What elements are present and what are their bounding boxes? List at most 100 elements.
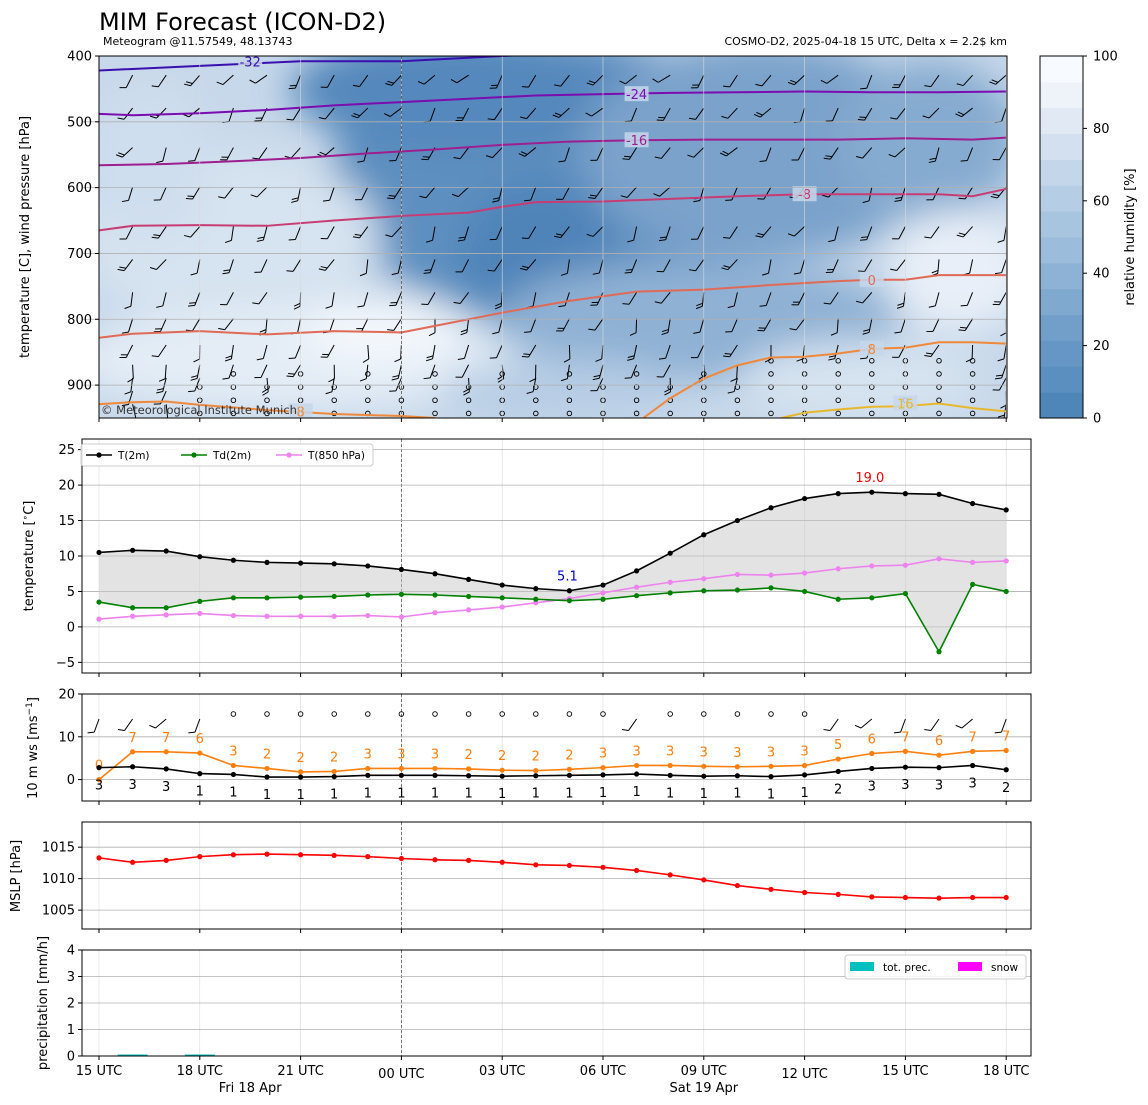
wind-value-label: 3 <box>128 778 136 793</box>
wind-barb <box>121 186 134 203</box>
mslp-point <box>902 894 909 901</box>
profile-y-tick-label: 400 <box>67 50 92 65</box>
wind-barb <box>857 107 873 121</box>
temperature-point <box>163 605 169 611</box>
wind-point <box>768 763 774 769</box>
wind-barb <box>188 718 201 734</box>
wind-value-label: 3 <box>700 745 708 760</box>
wind-barb <box>419 186 436 199</box>
wind-point <box>566 766 573 772</box>
wind-point <box>835 768 841 775</box>
wind-barb <box>286 107 302 121</box>
wind-point <box>331 774 337 780</box>
calm-wind-marker <box>398 711 405 717</box>
wind-value-label: 1 <box>498 787 506 802</box>
wind-barb <box>862 318 873 335</box>
temperature-line-Td(2m) <box>98 583 1007 654</box>
wind-barb <box>658 226 671 242</box>
colorbar-step <box>1040 81 1083 109</box>
wind-value-label: 7 <box>162 731 170 746</box>
temperature-point <box>499 582 505 588</box>
wind-barb <box>153 186 167 201</box>
wind-value-label: 1 <box>599 786 607 801</box>
wind-barb <box>391 364 402 381</box>
wind-value-label: 2 <box>834 782 842 797</box>
calm-wind-marker <box>936 358 942 364</box>
mslp-point <box>96 855 102 861</box>
wind-barb <box>622 292 638 305</box>
x-tick-label: 09 UTC <box>681 1064 727 1079</box>
wind-barb <box>588 186 604 200</box>
legend-swatch <box>958 962 982 971</box>
colorbar-step <box>1040 211 1083 238</box>
mslp-grid <box>82 822 1031 929</box>
colorbar-step <box>1040 314 1083 341</box>
temperature-point <box>802 588 808 595</box>
mslp-point <box>701 877 707 883</box>
mslp-point <box>734 882 741 889</box>
wind-point <box>96 765 102 771</box>
temperature-line-T(2m) <box>98 491 1007 592</box>
wind-barb <box>451 186 469 198</box>
legend-marker <box>191 452 197 458</box>
wind-barb <box>190 259 201 276</box>
wind-point <box>499 773 505 779</box>
wind-barb <box>117 107 133 120</box>
wind-barb <box>457 226 470 242</box>
temperature-y-tick-label: 10 <box>58 550 75 565</box>
isotherm-label: -32 <box>240 55 261 70</box>
colorbar-step <box>1040 185 1083 212</box>
wind-value-label: 3 <box>935 779 943 794</box>
calm-wind-marker <box>801 711 808 717</box>
wind-value-label: 5 <box>834 738 842 753</box>
wind-barb <box>956 74 973 87</box>
wind-value-label: 2 <box>263 747 271 762</box>
wind-barb <box>218 186 234 199</box>
wind-barb <box>352 74 369 87</box>
wind-point <box>667 762 673 769</box>
wind-barb <box>958 186 974 200</box>
wind-value-label: 7 <box>128 731 136 746</box>
calm-wind-marker <box>432 397 438 404</box>
wind-barb <box>924 226 940 239</box>
wind-barb <box>224 344 234 362</box>
wind-point <box>936 752 942 758</box>
wind-point <box>432 765 438 772</box>
calm-wind-marker <box>633 371 640 377</box>
wind-barb <box>719 147 738 157</box>
wind-barb <box>624 259 638 274</box>
wind-barb <box>723 344 738 358</box>
wind-barb <box>351 107 369 119</box>
copyright-note: © Meteorological Institute Munich <box>101 403 297 417</box>
wind-point <box>734 773 741 779</box>
wind-barb <box>888 147 906 158</box>
mslp-point <box>466 857 472 863</box>
wind-value-label: 6 <box>196 732 204 747</box>
wind-barb <box>992 147 1007 161</box>
calm-wind-marker <box>230 711 237 717</box>
wind-barb <box>622 147 638 160</box>
precipitation-y-ticks: 0 1 2 3 4 <box>67 944 82 1065</box>
mslp-y-tick-label: 1010 <box>42 872 75 887</box>
wind-point <box>869 750 875 757</box>
wind-point <box>365 772 371 778</box>
precipitation-panel: 0 1 2 3 4 precipitation [mm/h] tot. prec. sno… <box>36 936 1032 1070</box>
mslp-point <box>365 854 371 860</box>
wind-point <box>163 766 169 772</box>
calm-wind-marker <box>331 397 337 404</box>
calm-wind-marker <box>365 397 371 404</box>
calm-wind-marker <box>365 711 371 717</box>
wind-point <box>600 772 606 778</box>
temperature-point <box>466 607 472 613</box>
temperature-point <box>398 566 404 573</box>
temperature-point <box>533 596 539 602</box>
wind-value-label: 2 <box>464 748 472 763</box>
wind-barb <box>994 259 1007 275</box>
wind-barb <box>519 259 537 271</box>
mslp-point <box>869 894 875 900</box>
temperature-series: 19.0 5.1 <box>96 471 1009 655</box>
calm-wind-marker <box>432 371 438 377</box>
precipitation-y-tick-label: 0 <box>67 1050 75 1065</box>
wind-barb <box>629 318 638 336</box>
